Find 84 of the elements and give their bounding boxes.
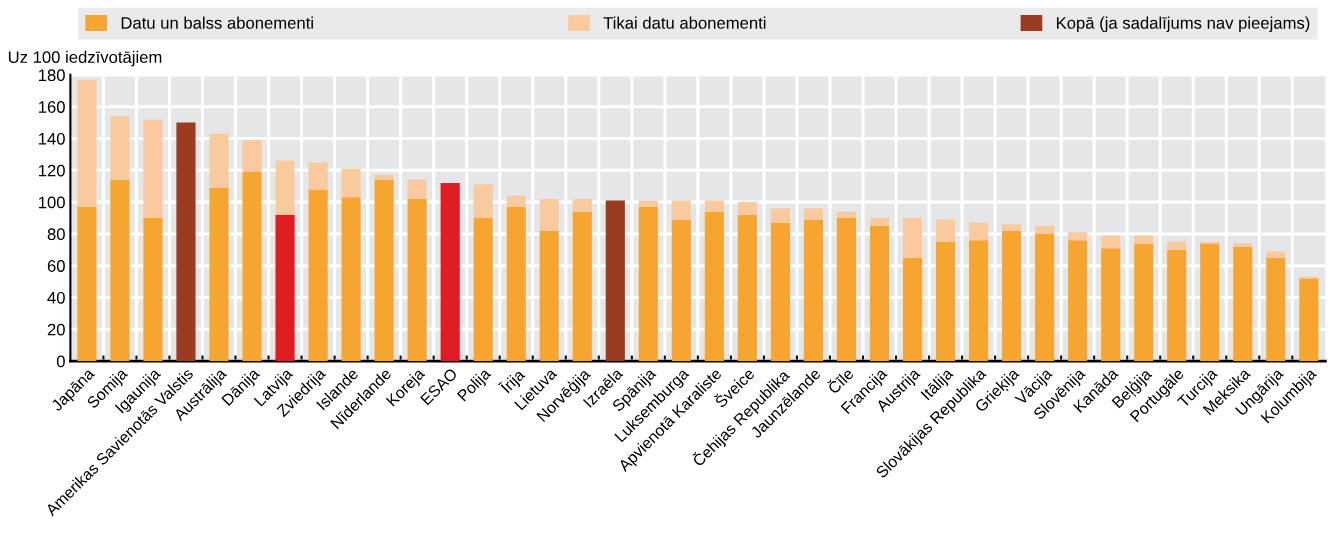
bar (176, 122, 196, 362)
bar (1068, 240, 1088, 362)
bar (704, 200, 724, 212)
bar (1233, 246, 1253, 362)
y-tick-label: 0 (56, 355, 65, 368)
bar (143, 119, 163, 219)
bar (836, 211, 857, 219)
bar (1134, 243, 1154, 362)
y-tick-label: 120 (38, 164, 65, 177)
bar (209, 133, 229, 188)
bar (110, 116, 130, 180)
bar (1035, 225, 1055, 234)
bar (869, 218, 890, 226)
bar (1167, 249, 1187, 362)
bar (209, 187, 229, 362)
bar (374, 179, 394, 362)
bar (374, 175, 394, 180)
bar (341, 197, 361, 362)
bar (671, 219, 691, 362)
bar (803, 219, 824, 362)
bar (1002, 230, 1022, 362)
bar (1035, 233, 1055, 362)
bar (506, 195, 526, 207)
y-tick-label: 60 (47, 260, 65, 272)
y-tick-label: 80 (47, 228, 65, 241)
bar (407, 179, 427, 199)
bar (275, 214, 295, 362)
bar (407, 198, 427, 362)
bar (638, 206, 658, 362)
bar (1233, 243, 1253, 247)
bar (1299, 278, 1319, 362)
bar (770, 208, 790, 223)
bar (671, 200, 691, 220)
bar (704, 211, 724, 362)
bar (638, 200, 658, 207)
bar (902, 257, 923, 362)
y-tick-label: 160 (38, 101, 65, 113)
bar (1002, 224, 1022, 231)
bar (242, 171, 262, 362)
bar (935, 241, 956, 362)
y-axis-title: Uz 100 iedzīvotājiem (8, 50, 162, 67)
bar (440, 183, 460, 362)
bar (572, 198, 592, 212)
bar (539, 230, 559, 362)
bar (1101, 248, 1121, 362)
bar (242, 140, 262, 172)
bar (308, 189, 328, 362)
bar (902, 218, 923, 258)
bar (539, 198, 559, 231)
bar (308, 162, 328, 190)
bar (605, 200, 625, 362)
bar (1167, 241, 1187, 250)
bar (770, 222, 790, 362)
legend-label: Tikai datu abonementi (603, 16, 766, 29)
bar (969, 222, 989, 241)
y-tick-label: 40 (47, 291, 65, 304)
bar (143, 218, 163, 362)
bar (935, 219, 956, 242)
bar (77, 79, 97, 207)
bar (473, 218, 493, 362)
y-tick-label: 100 (38, 196, 65, 209)
y-tick-label: 140 (38, 132, 65, 145)
bar (473, 184, 493, 219)
bar (572, 211, 592, 362)
legend-label: Datu un balss abonementi (121, 16, 313, 29)
bar (110, 179, 130, 362)
bar (803, 208, 824, 220)
bar (1266, 251, 1286, 258)
bar (1200, 243, 1220, 362)
y-tick-label: 180 (38, 69, 65, 82)
bar (506, 206, 526, 362)
bar (737, 202, 757, 215)
bar (77, 206, 97, 362)
bar (836, 218, 857, 362)
y-tick-label: 20 (47, 323, 65, 336)
bar (1266, 257, 1286, 362)
bar (1068, 232, 1088, 241)
legend-label: Kopā (ja sadalījums nav pieejams) (1056, 16, 1310, 33)
bar (737, 214, 757, 362)
bar (969, 240, 989, 362)
bar (341, 168, 361, 198)
bar (275, 160, 295, 215)
bar (1101, 235, 1121, 249)
bar (869, 225, 890, 362)
